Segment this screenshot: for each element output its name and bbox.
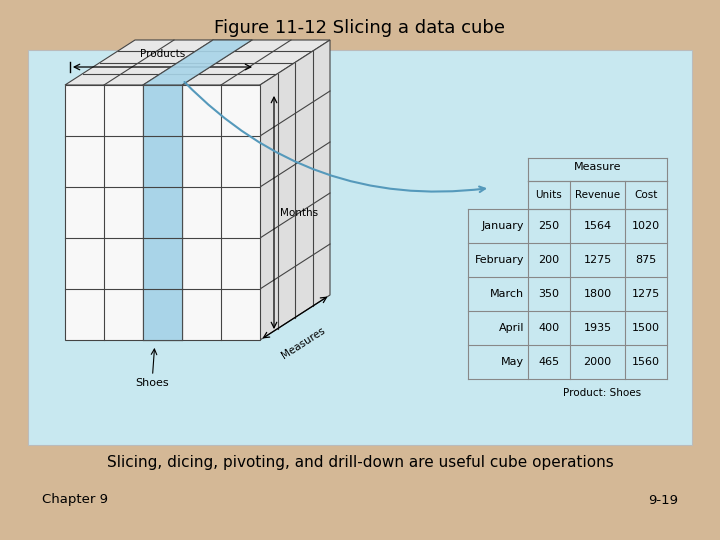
Text: Slicing, dicing, pivoting, and drill-down are useful cube operations: Slicing, dicing, pivoting, and drill-dow… xyxy=(107,455,613,469)
Text: Shoes: Shoes xyxy=(135,378,169,388)
Text: January: January xyxy=(482,221,524,231)
Polygon shape xyxy=(65,40,330,85)
Text: Revenue: Revenue xyxy=(575,190,620,200)
Text: 1275: 1275 xyxy=(632,289,660,299)
Text: 1800: 1800 xyxy=(583,289,611,299)
Text: Measures: Measures xyxy=(279,326,327,361)
Text: 350: 350 xyxy=(539,289,559,299)
Text: May: May xyxy=(501,357,524,367)
Text: Figure 11-12 Slicing a data cube: Figure 11-12 Slicing a data cube xyxy=(215,19,505,37)
Bar xyxy=(143,85,182,340)
Text: February: February xyxy=(474,255,524,265)
Text: Chapter 9: Chapter 9 xyxy=(42,494,108,507)
Text: Measure: Measure xyxy=(574,162,621,172)
Text: Months: Months xyxy=(280,207,318,218)
Text: Cost: Cost xyxy=(634,190,657,200)
Text: 9-19: 9-19 xyxy=(648,494,678,507)
Text: 1020: 1020 xyxy=(632,221,660,231)
Text: Product: Shoes: Product: Shoes xyxy=(564,388,642,398)
Text: 1564: 1564 xyxy=(583,221,611,231)
Text: Products: Products xyxy=(140,49,185,59)
Text: March: March xyxy=(490,289,524,299)
Text: 875: 875 xyxy=(635,255,657,265)
Polygon shape xyxy=(143,40,252,85)
Text: 250: 250 xyxy=(539,221,559,231)
Text: Units: Units xyxy=(536,190,562,200)
Text: 400: 400 xyxy=(539,323,559,333)
Text: 200: 200 xyxy=(539,255,559,265)
Text: 1935: 1935 xyxy=(583,323,611,333)
Polygon shape xyxy=(260,40,330,340)
Text: April: April xyxy=(498,323,524,333)
Text: 1500: 1500 xyxy=(632,323,660,333)
Bar xyxy=(143,85,182,340)
Text: 1275: 1275 xyxy=(583,255,611,265)
Bar xyxy=(65,85,260,340)
Text: 1560: 1560 xyxy=(632,357,660,367)
Text: 465: 465 xyxy=(539,357,559,367)
Bar xyxy=(28,50,692,445)
Text: 2000: 2000 xyxy=(583,357,611,367)
